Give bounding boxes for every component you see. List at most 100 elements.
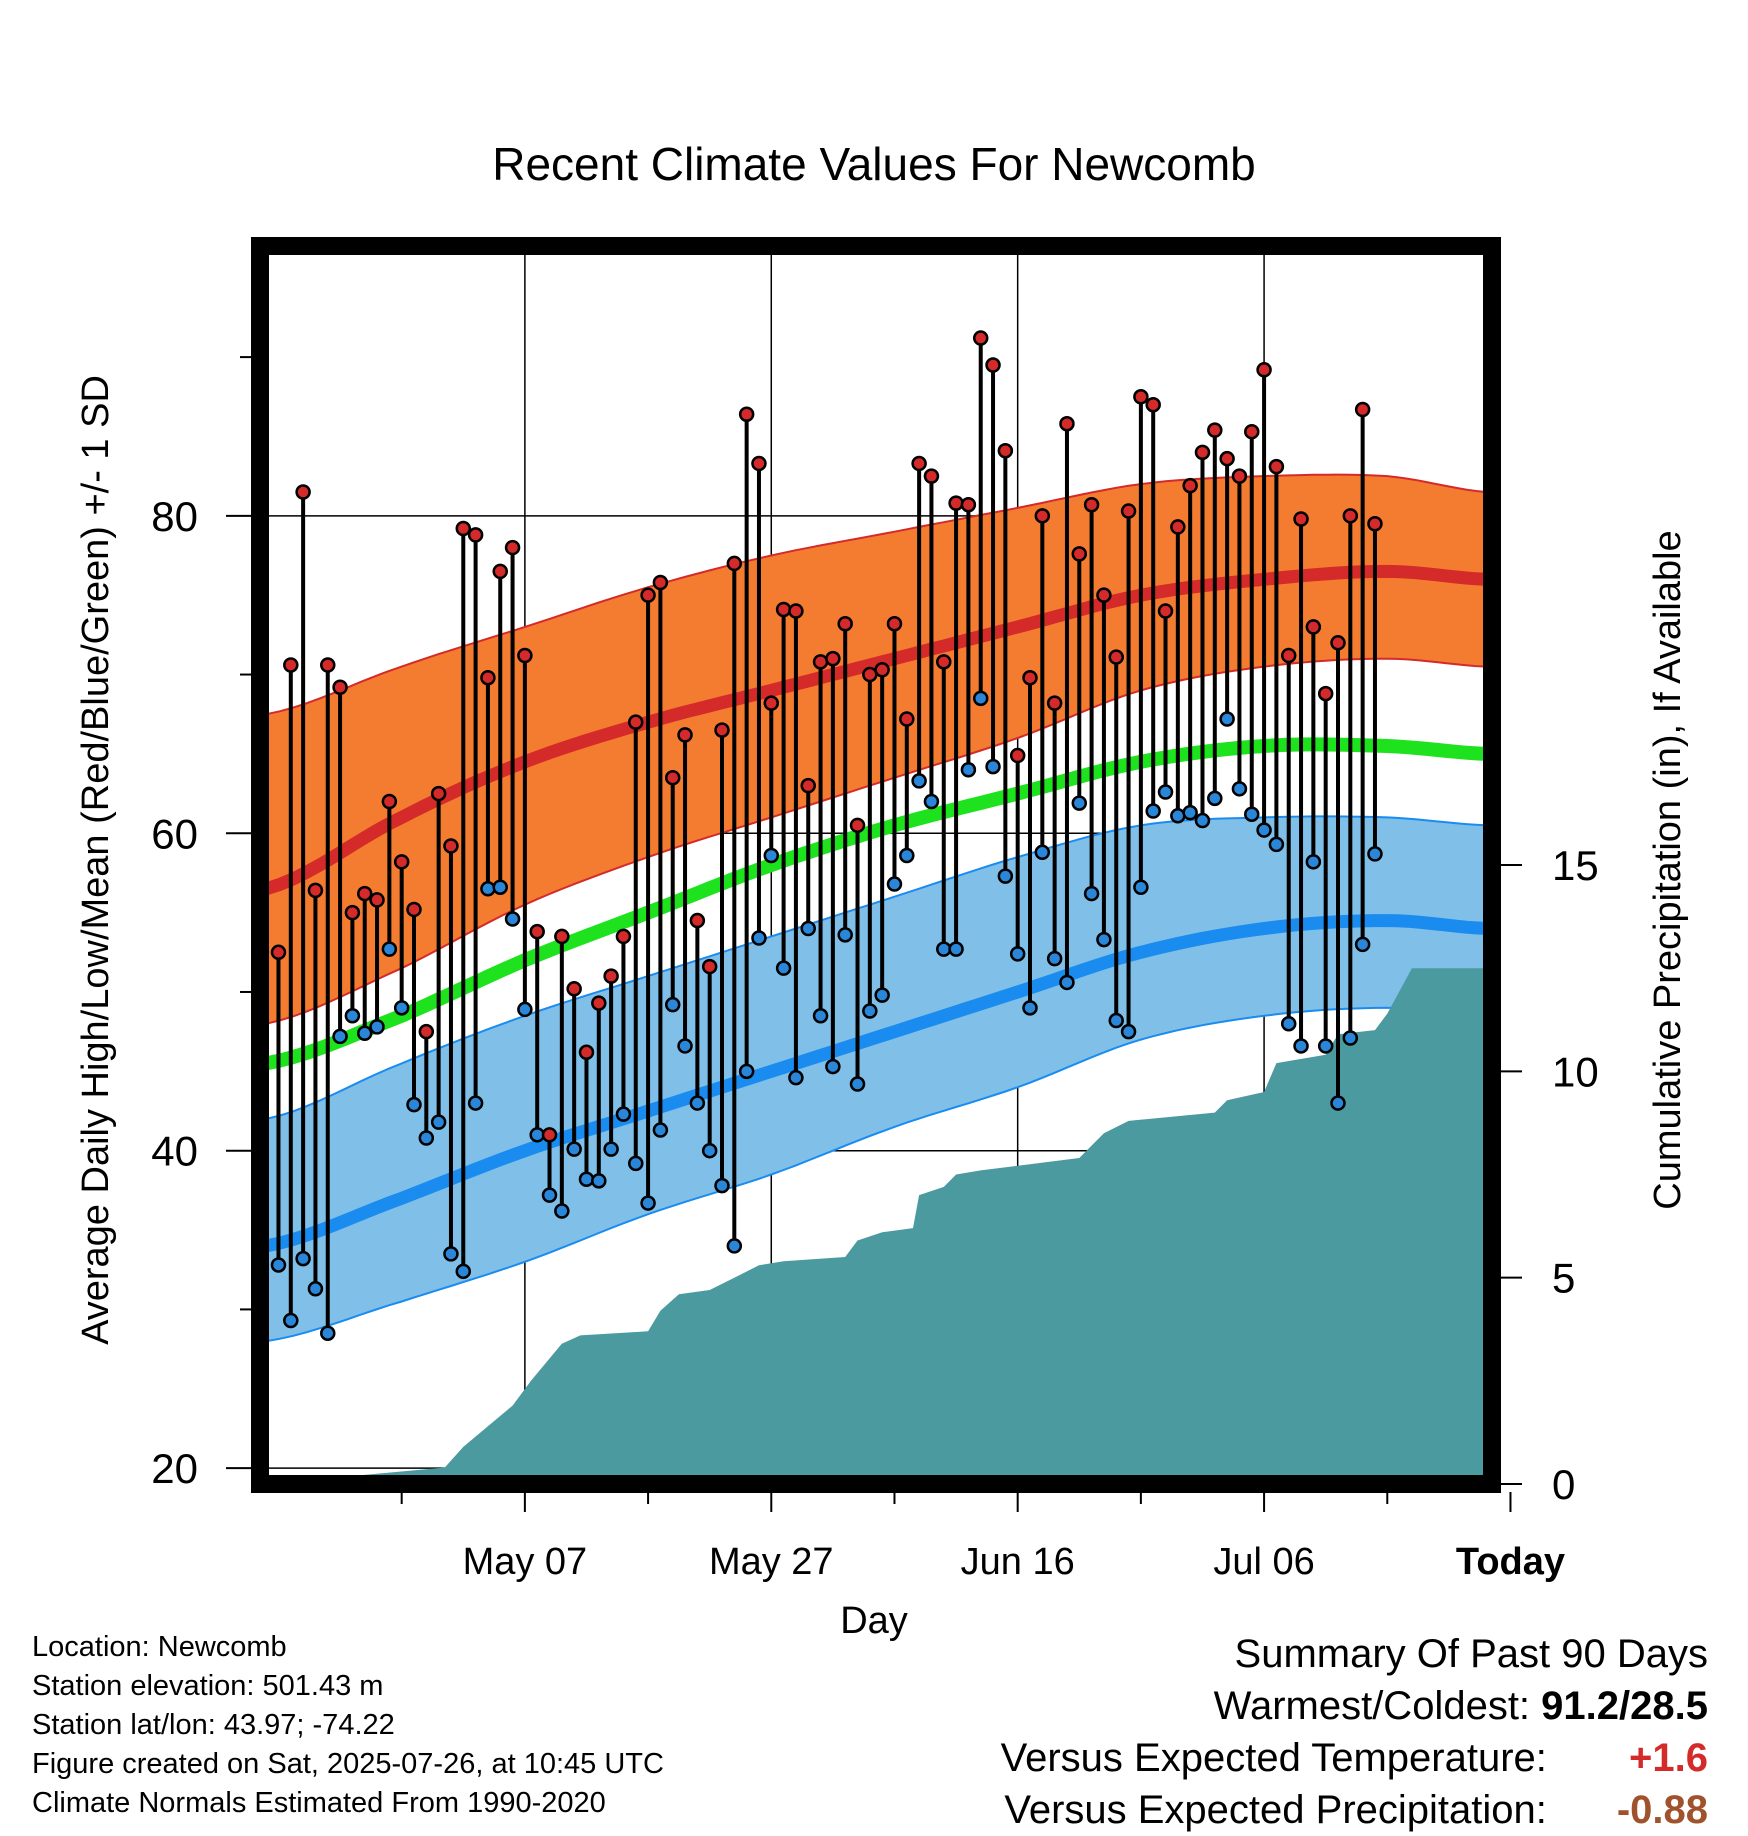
- daily-high-point: [1342, 508, 1359, 524]
- daily-high-point: [406, 901, 422, 918]
- daily-high-point: [1194, 444, 1211, 461]
- y-tick-label: 20: [151, 1445, 198, 1492]
- daily-low-point: [344, 1008, 361, 1024]
- daily-high-point: [1133, 389, 1149, 405]
- daily-high-point: [714, 722, 730, 738]
- daily-high-point: [1317, 685, 1334, 702]
- daily-low-point: [455, 1263, 472, 1280]
- daily-low-point: [480, 881, 496, 897]
- info-created: Figure created on Sat, 2025-07-26, at 10…: [32, 1748, 664, 1780]
- daily-high-point: [381, 793, 398, 810]
- daily-high-point: [837, 615, 853, 632]
- daily-low-point: [1305, 854, 1322, 870]
- daily-high-point: [1145, 396, 1161, 413]
- daily-high-point: [1071, 546, 1088, 562]
- y-tick-label: 40: [151, 1128, 198, 1175]
- daily-high-point: [701, 958, 718, 975]
- daily-high-point: [320, 657, 336, 673]
- daily-high-point: [664, 769, 681, 786]
- daily-low-point: [270, 1257, 287, 1273]
- daily-low-point: [1207, 790, 1223, 807]
- daily-low-point: [985, 758, 1001, 775]
- daily-low-point: [1330, 1095, 1346, 1111]
- daily-low-point: [788, 1069, 804, 1086]
- daily-high-point: [726, 555, 743, 572]
- daily-low-point: [443, 1246, 459, 1262]
- daily-low-point: [1157, 784, 1174, 800]
- daily-low-point: [1059, 974, 1075, 991]
- daily-high-point: [628, 714, 644, 730]
- daily-high-point: [369, 892, 385, 908]
- daily-low-point: [972, 690, 989, 707]
- daily-low-point: [936, 941, 952, 957]
- info-latlon: Station lat/lon: 43.97; -74.22: [32, 1709, 395, 1741]
- info-location: Location: Newcomb: [32, 1631, 287, 1663]
- daily-high-point: [899, 711, 915, 727]
- daily-high-point: [591, 995, 607, 1011]
- daily-low-point: [726, 1238, 743, 1254]
- daily-low-point: [1219, 711, 1235, 727]
- daily-low-point: [1145, 803, 1161, 819]
- daily-low-point: [960, 762, 977, 778]
- daily-low-point: [837, 927, 853, 943]
- daily-high-point: [517, 647, 533, 664]
- daily-low-point: [763, 847, 780, 864]
- summary-title: Summary Of Past 90 Days: [1234, 1632, 1708, 1676]
- daily-low-point: [899, 847, 915, 864]
- daily-low-point: [812, 1008, 829, 1024]
- x-tick-label: Jun 16: [961, 1541, 1075, 1583]
- daily-high-point: [455, 520, 472, 537]
- daily-low-point: [1280, 1015, 1297, 1032]
- daily-low-point: [1096, 931, 1112, 948]
- daily-low-point: [1268, 836, 1285, 853]
- daily-low-point: [714, 1177, 730, 1194]
- daily-low-point: [295, 1250, 311, 1267]
- x-axis-label: Day: [840, 1600, 908, 1642]
- daily-low-point: [677, 1038, 693, 1054]
- daily-low-point: [1034, 844, 1051, 861]
- daily-high-point: [283, 657, 299, 673]
- daily-low-point: [911, 773, 927, 789]
- summary-precip: Versus Expected Precipitation: -0.88: [1001, 1784, 1708, 1836]
- daily-low-point: [1083, 885, 1100, 902]
- daily-high-point: [1157, 603, 1174, 619]
- daily-high-point: [923, 468, 940, 484]
- station-info: Location: Newcomb Station elevation: 501…: [32, 1628, 664, 1823]
- daily-low-point: [1317, 1038, 1334, 1054]
- daily-low-point: [1182, 804, 1198, 821]
- daily-low-point: [1133, 879, 1149, 895]
- daily-high-point: [825, 650, 841, 667]
- info-normals: Climate Normals Estimated From 1990-2020: [32, 1787, 606, 1819]
- daily-low-point: [430, 1114, 447, 1130]
- summary-temp: Versus Expected Temperature: +1.6: [1001, 1732, 1708, 1784]
- daily-low-point: [320, 1325, 336, 1341]
- y2-tick-label: 10: [1552, 1048, 1599, 1095]
- daily-high-point: [1120, 503, 1137, 519]
- daily-high-point: [541, 1127, 558, 1143]
- daily-high-point: [332, 679, 348, 695]
- daily-low-point: [504, 911, 521, 927]
- daily-high-point: [997, 442, 1014, 459]
- daily-low-point: [356, 1025, 373, 1041]
- daily-low-point: [775, 960, 792, 976]
- daily-high-point: [1059, 416, 1075, 432]
- daily-low-point: [664, 996, 681, 1013]
- daily-high-point: [1046, 695, 1063, 711]
- daily-low-point: [1256, 822, 1272, 838]
- y2-tick-label: 0: [1552, 1461, 1575, 1508]
- daily-low-point: [603, 1141, 619, 1157]
- daily-high-point: [1231, 468, 1248, 484]
- daily-low-point: [948, 941, 964, 957]
- daily-low-point: [541, 1187, 558, 1203]
- daily-high-point: [1305, 619, 1322, 635]
- daily-high-point: [615, 928, 632, 945]
- daily-high-point: [295, 484, 311, 500]
- precip-value: -0.88: [1616, 1788, 1708, 1832]
- daily-high-point: [1354, 401, 1371, 418]
- daily-low-point: [615, 1106, 632, 1122]
- daily-low-point: [1293, 1038, 1309, 1054]
- daily-high-point: [1096, 587, 1112, 603]
- low-normal-line: [264, 914, 1487, 1253]
- daily-low-point: [591, 1173, 607, 1189]
